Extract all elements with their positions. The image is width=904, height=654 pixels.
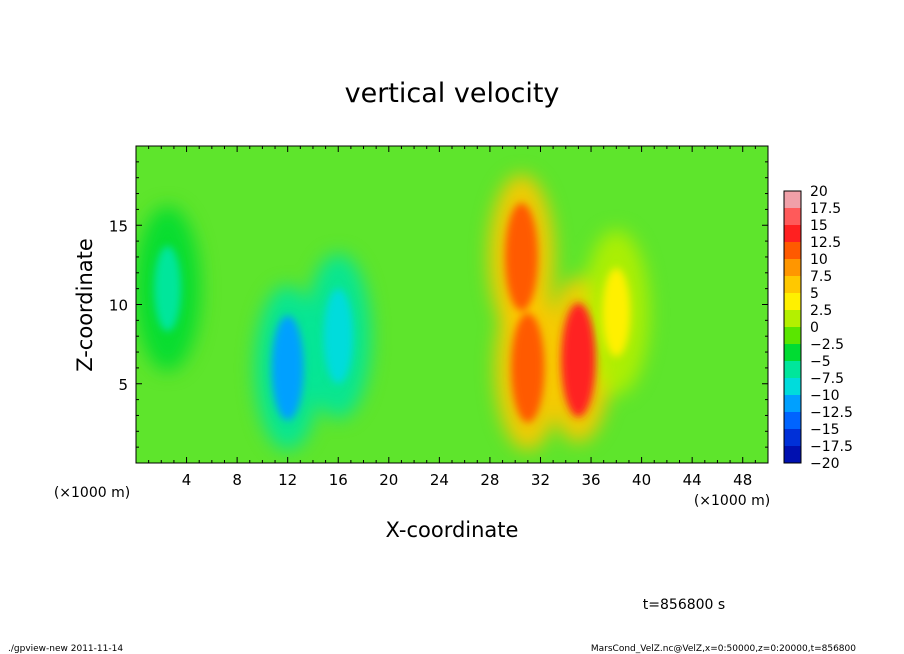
colorbar-label-7: 2.5	[810, 303, 832, 319]
heatmap-cell-0	[154, 245, 182, 332]
heatmap-cell-6	[602, 268, 631, 357]
colorbar-label-9: −2.5	[810, 337, 844, 353]
colorbar-label-16: −20	[810, 456, 840, 472]
colorbar-band-5	[784, 276, 801, 294]
colorbar-band-1	[784, 208, 801, 226]
colorbar-label-3: 12.5	[810, 235, 841, 251]
heatmap-cell-5	[561, 302, 596, 418]
heatmap-cores	[154, 203, 631, 423]
y-axis-label: Z-coordinate	[73, 238, 97, 372]
colorbar-label-6: 5	[810, 286, 819, 302]
colorbar-label-10: −5	[810, 354, 831, 370]
colorbar-band-0	[784, 191, 801, 209]
heatmap-cell-1	[271, 315, 304, 421]
colorbar-band-6	[784, 293, 801, 311]
colorbar-label-2: 15	[810, 218, 828, 234]
colorbar-label-12: −10	[810, 388, 840, 404]
colorbar-label-4: 10	[810, 252, 828, 268]
colorbar-label-1: 17.5	[810, 201, 841, 217]
colorbar-band-10	[784, 361, 801, 379]
colorbar-label-15: −17.5	[810, 439, 853, 455]
x-tick-label-6: 28	[480, 471, 499, 489]
x-tick-label-8: 36	[581, 471, 600, 489]
x-tick-label-10: 44	[683, 471, 702, 489]
colorbar-band-4	[784, 259, 801, 277]
colorbar-band-9	[784, 344, 801, 362]
plot-background	[136, 146, 768, 463]
x-tick-label-9: 40	[632, 471, 651, 489]
colorbar-label-11: −7.5	[810, 371, 844, 387]
x-tick-label-11: 48	[733, 471, 752, 489]
y-tick-label-1: 10	[109, 297, 128, 315]
y-axis-ticks: 5 10 15	[109, 161, 768, 448]
footer-left: ./gpview-new 2011-11-14	[8, 644, 123, 654]
colorbar-band-14	[784, 429, 801, 447]
heatmap-cell-2	[323, 288, 353, 384]
x-tick-label-2: 12	[278, 471, 297, 489]
colorbar-band-2	[784, 225, 801, 243]
colorbar-band-15	[784, 446, 801, 464]
x-tick-label-1: 8	[232, 471, 242, 489]
x-tick-label-7: 32	[531, 471, 550, 489]
heatmap-cell-4	[511, 313, 545, 423]
colorbar-label-13: −12.5	[810, 405, 853, 421]
colorbar-band-3	[784, 242, 801, 260]
colorbar-label-5: 7.5	[810, 269, 832, 285]
colorbar-frame	[783, 190, 802, 464]
x-axis-ticks: 4 8 12 16 20 24 28 32 36 40 44 48	[148, 146, 756, 489]
colorbar-band-12	[784, 395, 801, 413]
colorbar-band-7	[784, 310, 801, 328]
x-tick-label-3: 16	[329, 471, 348, 489]
time-label: t=856800 s	[643, 597, 725, 613]
colorbar-band-13	[784, 412, 801, 430]
chart-title: vertical velocity	[345, 78, 560, 109]
colorbar	[783, 190, 802, 464]
x-axis-unit-left: (×1000 m)	[54, 485, 130, 501]
footer-right: MarsCond_VelZ.nc@VelZ,x=0:50000,z=0:2000…	[591, 644, 856, 654]
heatmap-cell-3	[505, 203, 538, 311]
x-axis-label: X-coordinate	[386, 518, 519, 542]
y-tick-label-0: 5	[118, 376, 128, 394]
x-tick-label-0: 4	[182, 471, 192, 489]
colorbar-label-0: 20	[810, 184, 828, 200]
y-tick-label-2: 15	[109, 217, 128, 235]
colorbar-label-8: 0	[810, 320, 819, 336]
colorbar-band-11	[784, 378, 801, 396]
x-tick-label-4: 20	[379, 471, 398, 489]
x-tick-label-5: 24	[430, 471, 449, 489]
x-axis-unit-right: (×1000 m)	[694, 493, 770, 509]
plot-area	[136, 146, 768, 463]
colorbar-label-14: −15	[810, 422, 840, 438]
colorbar-band-8	[784, 327, 801, 345]
colorbar-labels: 2017.51512.5107.552.50−2.5−5−7.5−10−12.5…	[810, 184, 853, 472]
